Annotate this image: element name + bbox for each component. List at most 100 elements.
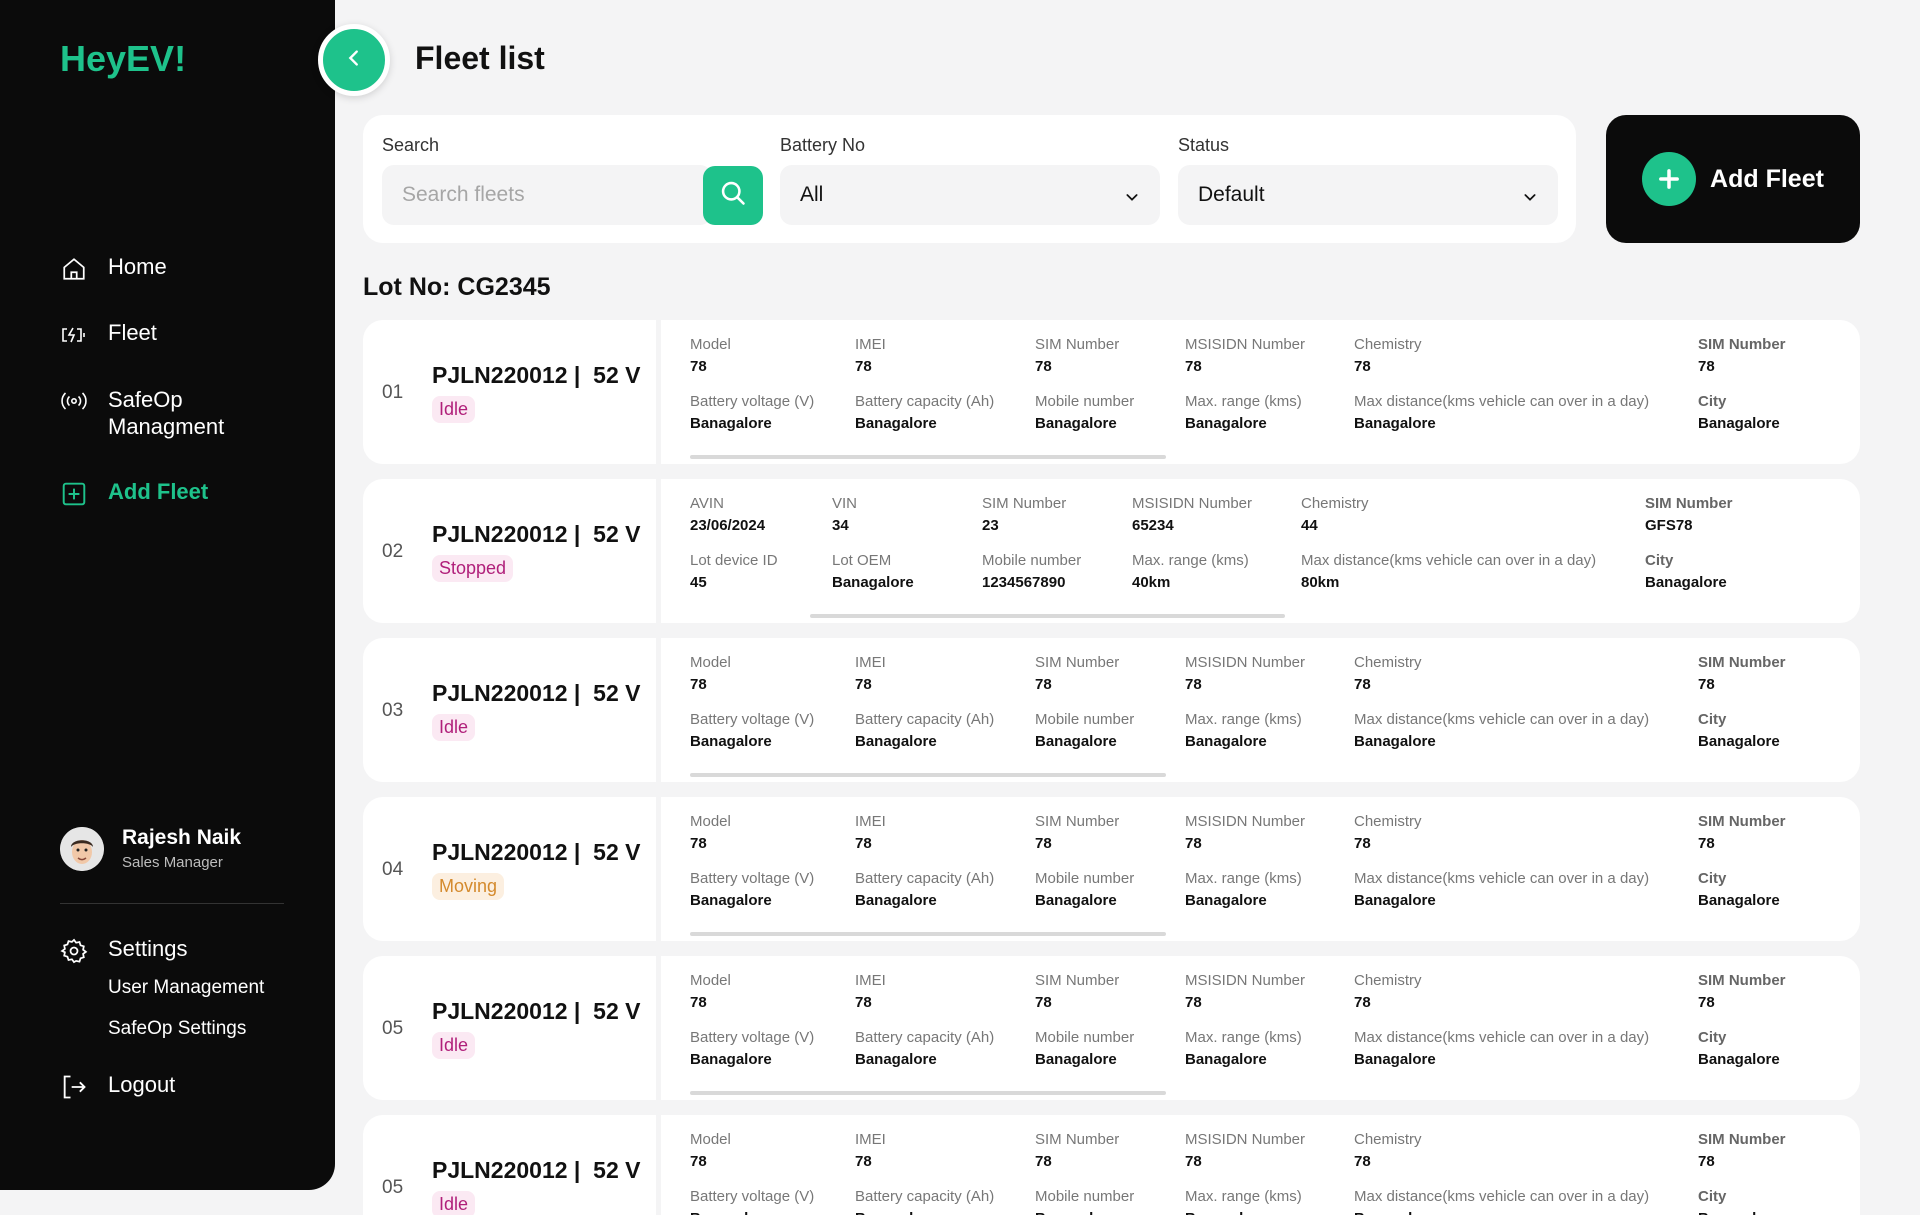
- fleet-id-code: PJLN220012: [432, 680, 568, 706]
- sidebar-item-label: Add Fleet: [108, 479, 209, 504]
- field-value: Banagalore: [1185, 733, 1267, 750]
- field-cell: AVIN 23/06/2024: [690, 495, 765, 534]
- field-cell: Chemistry 78: [1354, 813, 1422, 852]
- field-value: 23: [982, 517, 999, 534]
- field-cell: Chemistry 78: [1354, 336, 1422, 375]
- field-cell: SIM Number 78: [1035, 813, 1119, 852]
- field-value: Banagalore: [1035, 733, 1117, 750]
- field-cell: Battery voltage (V) Banagalore: [690, 1029, 814, 1068]
- field-value: Banagalore: [690, 1210, 814, 1215]
- field-value: 78: [855, 835, 872, 852]
- field-label: IMEI: [855, 336, 886, 353]
- field-value: 78: [1035, 994, 1052, 1011]
- field-cell: IMEI 78: [855, 654, 886, 693]
- sidebar-item-add-fleet[interactable]: Add Fleet: [60, 479, 208, 508]
- fleet-id: PJLN220012 | 52 V: [432, 362, 641, 388]
- sidebar-item-safeop-managment[interactable]: SafeOp Managment: [60, 386, 224, 440]
- field-label: Chemistry: [1354, 654, 1422, 671]
- status-badge: Idle: [432, 1032, 476, 1059]
- field-label: SIM Number: [1035, 1131, 1120, 1148]
- status-select[interactable]: Default: [1178, 165, 1558, 225]
- fleet-id: PJLN220012 | 52 V: [432, 1157, 641, 1183]
- user-profile[interactable]: Rajesh Naik Sales Manager: [60, 826, 241, 871]
- field-cell: Chemistry 44: [1301, 495, 1369, 534]
- sidebar-subitem-safeop-settings[interactable]: SafeOp Settings: [108, 1018, 247, 1039]
- sidebar-subitem-user-management[interactable]: User Management: [108, 977, 265, 998]
- search-input[interactable]: [402, 183, 692, 207]
- field-label: Model: [690, 972, 731, 989]
- field-value: Banagalore: [1035, 892, 1117, 909]
- fleet-row-summary: 05 PJLN220012 | 52 V Idle: [363, 956, 661, 1100]
- field-cell: MSISIDN Number 78: [1185, 654, 1305, 693]
- field-label: Lot device ID: [690, 552, 778, 569]
- sidebar-item-settings[interactable]: Settings: [60, 936, 188, 965]
- fleet-row[interactable]: 04 PJLN220012 | 52 V Moving Model 78 Battery …: [363, 797, 1860, 941]
- field-label: IMEI: [855, 972, 886, 989]
- plus-square-icon: [60, 480, 88, 508]
- field-value: Banagalore: [1354, 733, 1436, 750]
- field-label: Mobile number: [1035, 393, 1135, 410]
- sidebar-item-fleet[interactable]: Fleet: [60, 320, 157, 349]
- field-label: Max distance(kms vehicle can over in a d…: [1301, 552, 1597, 569]
- fleet-row[interactable]: 03 PJLN220012 | 52 V Idle Model 78 Battery vo…: [363, 638, 1860, 782]
- field-label: Battery voltage (V): [690, 1188, 815, 1205]
- horizontal-scrollbar[interactable]: [810, 614, 1285, 618]
- status-badge: Idle: [432, 396, 476, 423]
- chevron-down-icon: [1522, 187, 1538, 211]
- search-button[interactable]: [703, 166, 763, 225]
- sidebar: HeyEV! Home Fleet SafeOp Managment Add F…: [0, 0, 335, 1190]
- horizontal-scrollbar[interactable]: [690, 1091, 1166, 1095]
- sidebar-item-label-line2: Managment: [108, 414, 225, 439]
- add-fleet-button[interactable]: Add Fleet: [1606, 115, 1860, 243]
- fleet-row[interactable]: 02 PJLN220012 | 52 V Stopped AVIN 23/06/2024…: [363, 479, 1860, 623]
- field-cell: SIM Number 78: [1035, 336, 1119, 375]
- chevron-left-icon: [343, 47, 365, 74]
- field-value: 34: [832, 517, 849, 534]
- avatar: [60, 826, 104, 871]
- fleet-row[interactable]: 01 PJLN220012 | 52 V Idle Model 78 Battery vo…: [363, 320, 1860, 464]
- fleet-id: PJLN220012 | 52 V: [432, 839, 641, 865]
- field-cell: SIM Number GFS78: [1645, 495, 1733, 534]
- sidebar-item-home[interactable]: Home: [60, 254, 167, 283]
- field-value: 1234567890: [982, 574, 1066, 591]
- fleet-id: PJLN220012 | 52 V: [432, 680, 641, 706]
- sidebar-item-label: Settings: [108, 936, 188, 961]
- fleet-voltage: 52 V: [593, 362, 641, 388]
- fleet-row-summary: 03 PJLN220012 | 52 V Idle: [363, 638, 661, 782]
- field-value: 78: [855, 676, 872, 693]
- fleet-id-code: PJLN220012: [432, 998, 568, 1024]
- logout-button[interactable]: Logout: [60, 1072, 175, 1101]
- field-label: Mobile number: [1035, 870, 1135, 887]
- horizontal-scrollbar[interactable]: [690, 773, 1166, 777]
- fleet-row[interactable]: 05 PJLN220012 | 52 V Idle Model 78 Battery vo…: [363, 956, 1860, 1100]
- divider: [60, 903, 284, 904]
- collapse-sidebar-button[interactable]: [318, 24, 390, 96]
- battery-no-select[interactable]: All: [780, 165, 1160, 225]
- horizontal-scrollbar[interactable]: [690, 932, 1166, 936]
- field-cell: Model 78: [690, 1131, 731, 1170]
- field-label: Battery voltage (V): [690, 393, 815, 410]
- field-value: 78: [1035, 358, 1052, 375]
- fleet-row-summary: 05 PJLN220012 | 52 V Idle: [363, 1115, 661, 1215]
- field-cell: MSISIDN Number 78: [1185, 972, 1305, 1011]
- field-cell: Lot device ID 45: [690, 552, 778, 591]
- field-cell: SIM Number 23: [982, 495, 1066, 534]
- field-cell: SIM Number 78: [1698, 813, 1786, 852]
- field-label: SIM Number: [982, 495, 1067, 512]
- field-value: 78: [1698, 676, 1715, 693]
- field-label: Chemistry: [1354, 1131, 1422, 1148]
- fleet-row[interactable]: 05 PJLN220012 | 52 V Idle Model 78 Battery vo…: [363, 1115, 1860, 1215]
- search-field[interactable]: [382, 165, 712, 225]
- horizontal-scrollbar[interactable]: [690, 455, 1166, 459]
- row-number: 01: [382, 382, 404, 403]
- field-cell: SIM Number 78: [1698, 972, 1786, 1011]
- field-cell: IMEI 78: [855, 1131, 886, 1170]
- field-label: MSISIDN Number: [1185, 813, 1306, 830]
- field-label: City: [1698, 393, 1727, 410]
- field-cell: Battery capacity (Ah) Banagalore: [855, 393, 994, 432]
- field-value: Banagalore: [855, 415, 937, 432]
- field-value: Banagalore: [832, 574, 914, 591]
- field-label: SIM Number: [1698, 813, 1786, 830]
- fleet-row-summary: 02 PJLN220012 | 52 V Stopped: [363, 479, 661, 623]
- field-value: 78: [855, 994, 872, 1011]
